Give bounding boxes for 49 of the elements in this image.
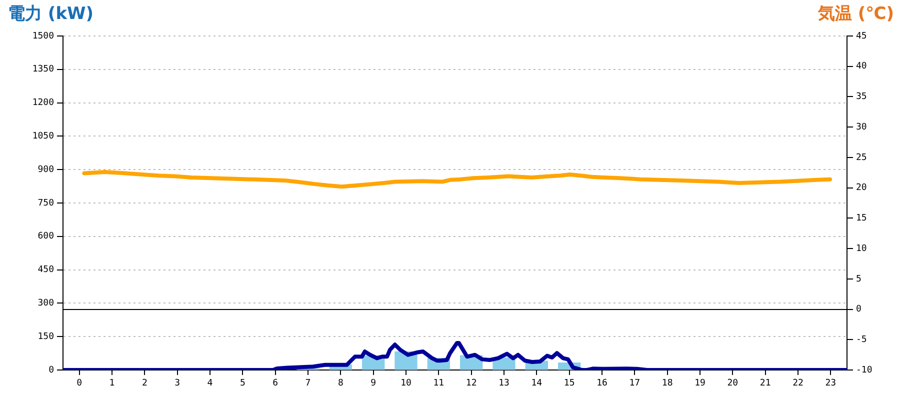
x-tick-label: 18	[662, 378, 673, 389]
x-tick-label: 15	[564, 378, 575, 389]
y2-tick-label: 15	[856, 214, 867, 224]
y-tick-label: 1500	[32, 31, 54, 42]
y-tick-label: 1050	[32, 132, 54, 142]
y2-tick-label: 25	[856, 152, 867, 163]
x-tick-label: 5	[240, 378, 246, 389]
y2-tick-label: -5	[856, 334, 867, 345]
x-tick-label: 11	[433, 378, 444, 389]
x-tick-label: 2	[142, 378, 148, 389]
y-tick-label: 300	[38, 298, 54, 309]
x-tick-label: 17	[629, 378, 640, 389]
y2-tick-label: 45	[856, 31, 867, 42]
x-tick-label: 20	[727, 378, 738, 389]
y-axis-title: 電力 (kW)	[8, 4, 94, 24]
y-tick-label: 600	[38, 232, 54, 242]
y-tick-label: 750	[38, 198, 54, 208]
x-tick-label: 14	[531, 378, 542, 389]
x-tick-label: 4	[207, 378, 213, 389]
y2-tick-label: 20	[856, 183, 867, 194]
x-tick-label: 3	[174, 378, 180, 389]
y-tick-label: 1200	[32, 98, 54, 108]
x-tick-label: 10	[400, 378, 412, 389]
y2-tick-label: 35	[856, 92, 867, 102]
x-tick-label: 9	[370, 378, 376, 389]
x-tick-label: 22	[792, 378, 804, 389]
x-tick-label: 12	[466, 378, 477, 389]
y2-axis-title: 気温 (℃)	[816, 4, 894, 24]
x-tick-label: 7	[305, 378, 311, 389]
x-tick-label: 21	[760, 378, 771, 389]
y-tick-label: 150	[38, 332, 54, 342]
x-tick-label: 16	[596, 378, 608, 389]
x-tick-label: 0	[76, 378, 82, 389]
x-tick-label: 13	[498, 378, 510, 389]
y2-tick-label: 40	[856, 62, 867, 72]
y2-tick-label: -10	[856, 365, 872, 376]
x-tick-label: 1	[109, 378, 115, 389]
y2-tick-label: 30	[856, 122, 867, 132]
y-tick-label: 450	[38, 265, 54, 276]
x-tick-label: 19	[694, 378, 706, 389]
x-tick-label: 23	[825, 378, 836, 389]
y2-tick-label: 10	[856, 244, 867, 254]
y-tick-label: 1350	[32, 64, 54, 75]
y2-tick-label: 0	[856, 304, 862, 315]
x-tick-label: 8	[338, 378, 344, 389]
y2-tick-label: 5	[856, 274, 862, 284]
y-tick-label: 0	[48, 365, 54, 376]
x-tick-label: 6	[272, 378, 278, 389]
y-tick-label: 900	[38, 164, 54, 175]
